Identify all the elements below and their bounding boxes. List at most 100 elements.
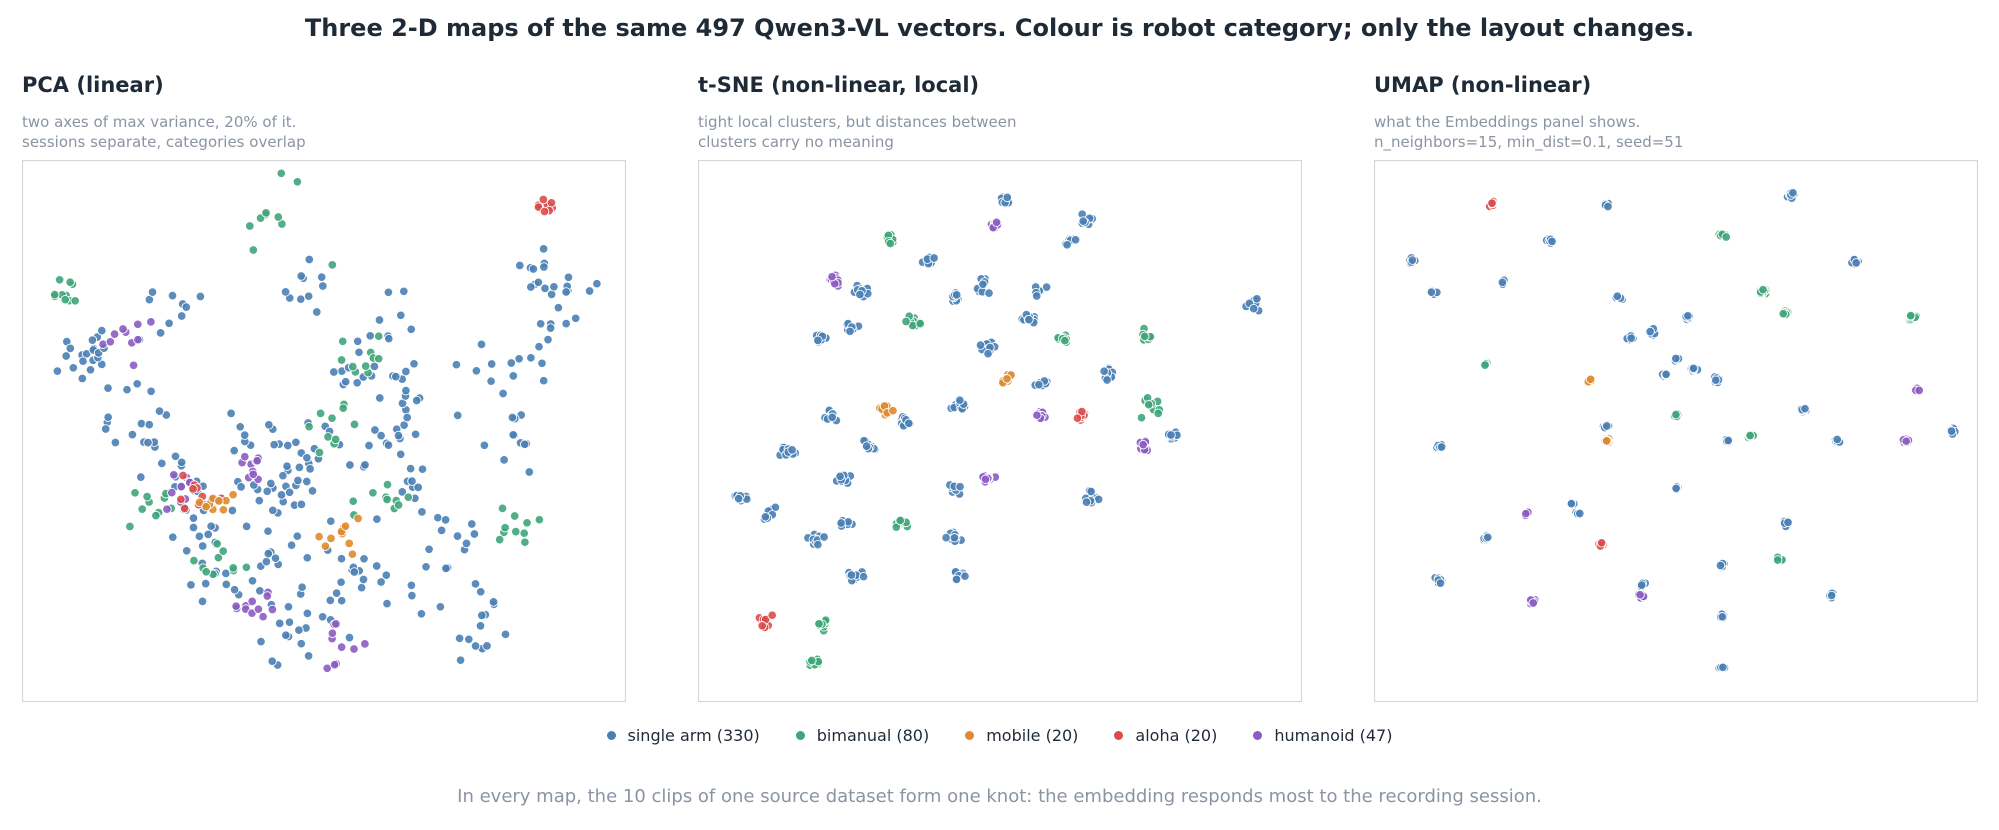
scatter-point: [176, 481, 187, 492]
scatter-point: [410, 429, 421, 440]
scatter-point: [454, 633, 465, 644]
scatter-point: [255, 586, 265, 596]
scatter-point: [349, 419, 360, 430]
scatter-point: [179, 503, 190, 514]
scatter-point: [1905, 310, 1916, 321]
scatter-point: [254, 495, 265, 506]
scatter-point: [137, 504, 147, 514]
scatter-point: [201, 501, 211, 512]
scatter-point: [349, 567, 360, 577]
scatter-point: [539, 206, 550, 217]
scatter-point: [1603, 201, 1613, 212]
scatter-point: [1099, 366, 1109, 376]
scatter-point: [405, 463, 416, 474]
scatter-point: [470, 641, 481, 651]
scatter-point: [349, 644, 359, 654]
scatter-point: [181, 546, 192, 556]
scatter-point: [984, 288, 994, 298]
scatter-point: [256, 636, 266, 647]
scatter-point: [1032, 410, 1042, 420]
scatter-point: [382, 479, 393, 490]
scatter-point: [813, 539, 823, 550]
legend-swatch: [795, 731, 805, 740]
subtitle-line: clusters carry no meaning: [698, 133, 894, 151]
scatter-point: [520, 537, 530, 547]
scatter-point: [904, 418, 914, 429]
legend-swatch: [965, 731, 975, 740]
scatter-point: [1081, 497, 1092, 507]
scatter-point: [188, 513, 199, 523]
scatter-point: [479, 440, 490, 451]
scatter-point: [549, 282, 559, 292]
scatter-point: [176, 457, 187, 468]
scatter-point: [261, 556, 272, 567]
scatter-point: [189, 555, 199, 566]
scatter-point: [1778, 308, 1788, 319]
scatter-point: [143, 437, 153, 448]
legend-swatch: [1114, 731, 1124, 740]
scatter-point: [1102, 375, 1112, 385]
scatter-point: [162, 504, 172, 514]
scatter-point: [1480, 360, 1490, 370]
scatter-point: [268, 505, 278, 516]
scatter-point: [1715, 560, 1726, 571]
scatter-point: [543, 334, 553, 345]
scatter-point: [455, 655, 466, 665]
legend-entry: aloha (20): [1114, 726, 1217, 745]
scatter-point: [1710, 375, 1721, 385]
scatter-point: [545, 323, 556, 333]
scatter-point: [435, 602, 446, 612]
scatter-point: [978, 279, 988, 290]
scatter-point: [87, 335, 98, 345]
scatter-point: [592, 278, 602, 289]
figure-title: Three 2-D maps of the same 497 Qwen3-VL …: [304, 14, 1695, 42]
scatter-point: [383, 287, 394, 298]
scatter-point: [382, 598, 392, 609]
scatter-point: [213, 552, 224, 563]
scatter-point: [312, 307, 322, 317]
scatter-point: [1034, 379, 1044, 390]
scatter-point: [359, 554, 369, 564]
scatter-point: [336, 355, 347, 365]
scatter-point: [519, 439, 530, 450]
scatter-point: [528, 264, 539, 274]
scatter-point: [951, 574, 962, 585]
scatter-point: [407, 476, 417, 486]
scatter-point: [65, 277, 75, 287]
scatter-point: [296, 294, 306, 304]
scatter-point: [538, 244, 549, 254]
scatter-point: [409, 359, 419, 369]
scatter-point: [522, 518, 532, 528]
legend-label: aloha (20): [1135, 726, 1218, 745]
scatter-point: [416, 609, 427, 619]
scatter-point: [499, 455, 509, 465]
scatter-point: [1671, 409, 1681, 420]
scatter-point: [327, 413, 337, 423]
scatter-point: [302, 453, 312, 463]
scatter-point: [888, 405, 898, 416]
umap-scatter: [1374, 160, 1978, 702]
scatter-point: [452, 531, 463, 541]
scatter-point: [955, 481, 965, 492]
scatter-point: [384, 333, 394, 344]
scatter-point: [787, 445, 797, 455]
scatter-point: [1671, 483, 1681, 494]
scatter-point: [535, 319, 546, 329]
scatter-point: [52, 366, 63, 376]
scatter-point: [1436, 442, 1447, 452]
scatter-point: [281, 630, 291, 640]
scatter-point: [1166, 430, 1176, 440]
scatter-point: [1636, 580, 1647, 590]
scatter-point: [248, 469, 258, 480]
scatter-point: [845, 326, 855, 337]
plot-frame: [22, 160, 626, 702]
scatter-point: [477, 610, 487, 621]
scatter-point: [827, 412, 837, 423]
scatter-point: [164, 318, 174, 329]
scatter-point: [1800, 403, 1810, 414]
scatter-point: [1002, 192, 1013, 203]
scatter-point: [1832, 434, 1842, 445]
scatter-point: [534, 341, 544, 352]
scatter-point: [133, 319, 143, 330]
scatter-point: [316, 272, 327, 282]
